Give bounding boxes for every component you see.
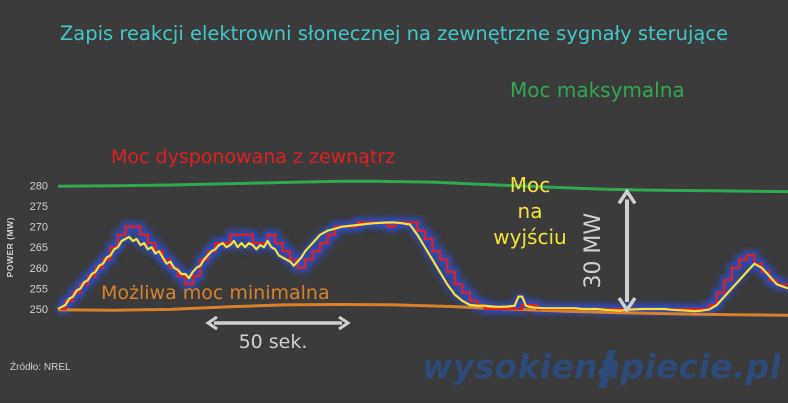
label-30mw: 30 MW (581, 213, 606, 289)
label-output-line: Moc (510, 173, 551, 197)
lightning-icon (598, 350, 616, 388)
y-tick-label: 265 (30, 242, 48, 254)
source-note: Źródło: NREL (10, 362, 71, 373)
y-tick-label: 260 (30, 263, 48, 275)
arrow-50s-head-right (338, 315, 351, 331)
label-min-power: Możliwa moc minimalna (101, 282, 330, 304)
y-axis: 250 255 260 265 270 275 280 POWER (MW) (5, 180, 48, 316)
label-max-power: Moc maksymalna (510, 78, 685, 102)
series-line-output (57, 221, 788, 313)
label-output-line: na (518, 199, 543, 223)
chart-title: Zapis reakcji elektrowni słonecznej na z… (59, 22, 729, 45)
label-output-line: wyjściu (493, 225, 566, 249)
label-50s: 50 sek. (239, 331, 308, 353)
y-tick-label: 270 (30, 222, 48, 234)
series-line-min-power (57, 302, 788, 317)
series-line-max-power (57, 179, 788, 194)
arrow-30mw-head-top (617, 188, 637, 205)
y-axis-label: POWER (MW) (5, 217, 15, 277)
y-tick-label: 275 (30, 201, 48, 213)
annotation-layer: Moc maksymalna Moc dysponowana z zewnątrz… (101, 78, 685, 353)
site-logo: wysokienapiecie.pl (422, 347, 780, 388)
label-dispatch: Moc dysponowana z zewnątrz (111, 146, 395, 168)
y-tick-label: 255 (30, 283, 48, 295)
series-layer (56, 179, 788, 317)
arrow-30mw-head-bottom (617, 297, 637, 314)
y-tick-label: 280 (30, 180, 48, 192)
y-tick-label: 250 (30, 304, 48, 316)
arrow-50s-head-left (205, 315, 218, 331)
